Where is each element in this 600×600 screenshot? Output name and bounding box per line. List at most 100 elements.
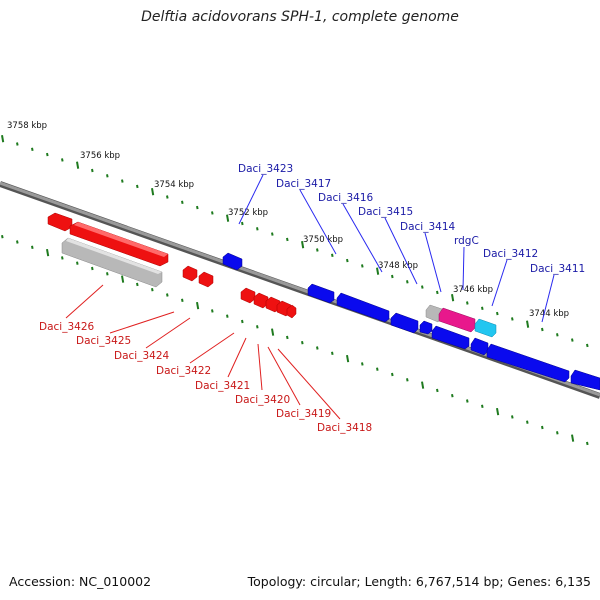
minor-tick — [316, 346, 319, 350]
scale-label: 3744 kbp — [529, 309, 569, 319]
gene-label[interactable]: Daci_3426 — [39, 321, 95, 333]
major-tick — [421, 381, 425, 389]
minor-tick — [556, 333, 559, 337]
minor-tick — [151, 288, 154, 292]
major-tick — [76, 161, 80, 169]
gene-daci-3422[interactable] — [198, 271, 214, 288]
major-tick — [376, 267, 380, 275]
minor-tick — [1, 235, 4, 239]
scale-label: 3756 kbp — [80, 151, 120, 161]
gene-daci-3423[interactable] — [222, 252, 243, 271]
gene-label[interactable]: rdgC — [454, 235, 479, 247]
minor-tick — [556, 431, 559, 435]
reverse-labels: Daci_3426 Daci_3425 Daci_3424 Daci_3422 … — [39, 321, 372, 434]
gene-label[interactable]: Daci_3425 — [76, 335, 131, 347]
minor-tick — [166, 293, 169, 297]
gene-label[interactable]: Daci_3424 — [114, 350, 170, 362]
minor-tick — [286, 335, 289, 340]
minor-tick — [361, 264, 364, 268]
topology-summary: Topology: circular; Length: 6,767,514 bp… — [247, 574, 591, 589]
minor-tick — [286, 237, 289, 242]
major-tick — [496, 407, 500, 416]
minor-tick — [166, 195, 169, 199]
gene-label[interactable]: Daci_3423 — [238, 163, 293, 175]
minor-tick — [406, 378, 409, 382]
gene-daci-3417[interactable] — [307, 283, 335, 304]
minor-tick — [136, 282, 139, 287]
gene-daci-3421[interactable] — [240, 287, 256, 304]
minor-tick — [271, 232, 274, 236]
minor-tick — [421, 285, 424, 289]
accession-label: Accession: NC_010002 — [9, 574, 152, 589]
map-title: Delftia acidovorans SPH-1, complete geno… — [141, 9, 459, 25]
gene-daci-3424[interactable] — [182, 265, 198, 282]
minor-tick — [316, 248, 319, 252]
gene-label[interactable]: Daci_3412 — [483, 248, 538, 260]
gene-daci-3412[interactable] — [474, 318, 497, 338]
minor-tick — [61, 256, 64, 260]
gene-label[interactable]: Daci_3415 — [358, 206, 413, 218]
gene-small-red[interactable] — [286, 304, 297, 319]
minor-tick — [541, 425, 544, 430]
forward-strand-genes — [222, 252, 600, 391]
major-tick — [196, 301, 200, 310]
gene-label[interactable]: Daci_3422 — [156, 365, 211, 377]
gene-daci-3426[interactable] — [47, 212, 73, 232]
major-tick — [451, 294, 455, 302]
scale-label: 3752 kbp — [228, 208, 268, 218]
minor-tick — [406, 280, 409, 284]
gene-label[interactable]: Daci_3414 — [400, 221, 456, 233]
minor-tick — [541, 327, 544, 332]
minor-tick — [511, 317, 514, 321]
major-tick — [526, 320, 530, 328]
minor-tick — [586, 343, 589, 348]
minor-tick — [361, 362, 364, 366]
gene-rdgc[interactable] — [438, 307, 476, 333]
minor-tick — [121, 179, 124, 183]
minor-tick — [106, 272, 109, 276]
gene-daci-3416[interactable] — [336, 292, 390, 323]
minor-tick — [376, 367, 379, 371]
gene-label[interactable]: Daci_3420 — [235, 394, 290, 406]
minor-tick — [481, 306, 484, 311]
gene-label[interactable]: Daci_3416 — [318, 192, 374, 204]
gene-label[interactable]: Daci_3417 — [276, 178, 331, 190]
gene-daci-3415[interactable] — [390, 312, 419, 334]
major-tick — [46, 248, 50, 257]
minor-tick — [301, 341, 304, 345]
minor-tick — [256, 325, 259, 329]
gene-label[interactable]: Daci_3411 — [530, 263, 585, 275]
minor-tick — [61, 158, 64, 162]
gene-label[interactable]: Daci_3418 — [317, 422, 372, 434]
minor-tick — [241, 221, 244, 226]
major-tick — [346, 354, 350, 363]
gene-blue-edge[interactable] — [570, 369, 600, 391]
minor-tick — [391, 274, 394, 279]
minor-tick — [136, 184, 139, 189]
minor-tick — [31, 245, 34, 250]
major-tick — [151, 188, 155, 196]
gene-label[interactable]: Daci_3421 — [195, 380, 250, 392]
minor-tick — [436, 388, 439, 393]
minor-tick — [196, 205, 199, 210]
scale-label: 3750 kbp — [303, 235, 343, 245]
gene-label[interactable]: Daci_3419 — [276, 408, 331, 420]
minor-tick — [466, 399, 469, 403]
gene-blue-b[interactable] — [431, 325, 470, 350]
minor-tick — [106, 174, 109, 178]
minor-tick — [31, 147, 34, 152]
gene-daci-3414[interactable] — [419, 320, 433, 335]
minor-tick — [226, 314, 229, 318]
gene-highlight — [74, 222, 168, 257]
lower-tick-track — [1, 235, 589, 446]
minor-tick — [586, 441, 589, 446]
major-tick — [571, 434, 575, 442]
gene-daci-3411[interactable] — [486, 343, 570, 383]
minor-tick — [436, 290, 439, 295]
scale-label: 3746 kbp — [453, 285, 493, 295]
forward-label-leaders — [238, 174, 555, 323]
minor-tick — [331, 253, 334, 258]
minor-tick — [91, 266, 94, 271]
minor-tick — [181, 200, 184, 205]
